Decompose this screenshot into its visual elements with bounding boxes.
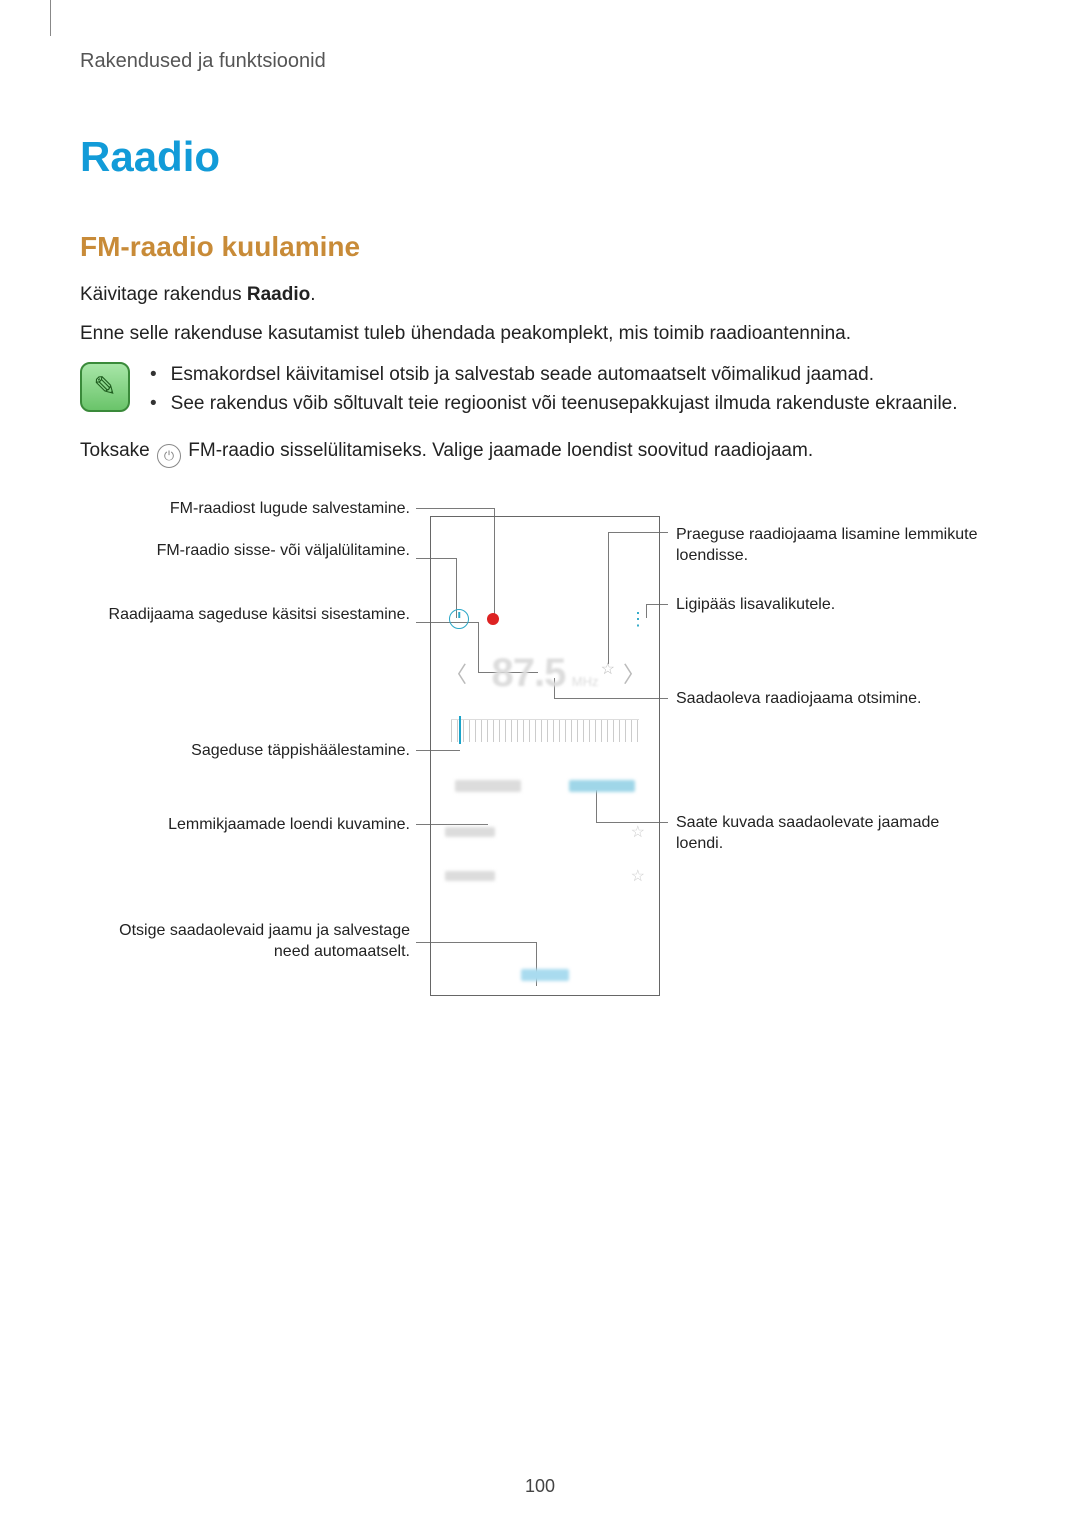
note-icon [80, 362, 130, 412]
power-icon: ⏻ [157, 444, 181, 468]
note-block: Esmakordsel käivitamisel otsib ja salves… [80, 360, 1000, 419]
power-instruction: Toksake ⏻ FM-raadio sisselülitamiseks. V… [80, 437, 1000, 468]
intro-bold: Raadio [247, 284, 310, 305]
power-text-b: FM-raadio sisselülitamiseks. Valige jaam… [188, 440, 813, 461]
callout-right-addfav: Praeguse raadiojaama lisamine lemmikute … [676, 524, 986, 567]
more-options-icon[interactable]: ⋮ [629, 609, 645, 630]
scan-button[interactable] [521, 969, 569, 981]
tab-favorites[interactable] [431, 769, 545, 803]
record-icon[interactable] [487, 613, 499, 625]
manual-page: Rakendused ja funktsioonid Raadio FM-raa… [0, 0, 1080, 1527]
power-text-a: Toksake [80, 440, 155, 461]
callout-right-more: Ligipääs lisavalikutele. [676, 594, 986, 616]
favorite-star-icon[interactable]: ☆ [601, 659, 615, 679]
page-number: 100 [525, 1476, 555, 1497]
subsection-title: FM-raadio kuulamine [80, 231, 1000, 263]
callout-left-manual: Raadijaama sageduse käsitsi sisestamine. [80, 604, 410, 626]
power-toggle-icon[interactable] [449, 609, 469, 629]
page-rule [50, 0, 51, 36]
station-list-item[interactable]: ☆ [445, 813, 645, 851]
radio-diagram: FM-raadiost lugude salvestamine. FM-raad… [80, 498, 1000, 1018]
intro-text: Käivitage rakendus [80, 284, 247, 305]
seek-prev-icon[interactable]: 〈 [445, 657, 467, 689]
station-tabs [431, 769, 659, 803]
callout-left-scan: Otsige saadaolevaid jaamu ja salvestage … [80, 920, 410, 963]
favorite-star-icon[interactable]: ☆ [631, 822, 645, 842]
app-topbar [431, 517, 659, 607]
favorite-star-icon[interactable]: ☆ [631, 866, 645, 886]
intro-line-2: Enne selle rakenduse kasutamist tuleb üh… [80, 320, 1000, 349]
note-item: Esmakordsel käivitamisel otsib ja salves… [150, 360, 958, 389]
callout-right-stationlist: Saate kuvada saadaolevate jaamade loendi… [676, 812, 986, 855]
intro-text-end: . [310, 284, 315, 305]
tuning-dial[interactable] [451, 719, 639, 742]
callout-right-seek: Saadaoleva raadiojaama otsimine. [676, 688, 986, 710]
callout-left-finetune: Sageduse täppishäälestamine. [80, 740, 410, 762]
frequency-unit: MHz [572, 674, 599, 689]
callout-left-favlist: Lemmikjaamade loendi kuvamine. [80, 814, 410, 836]
note-list: Esmakordsel käivitamisel otsib ja salves… [146, 360, 958, 419]
tab-stations[interactable] [545, 769, 659, 803]
breadcrumb: Rakendused ja funktsioonid [80, 50, 1000, 73]
station-freq-label [445, 827, 495, 837]
radio-app-screen: ⋮ 〈 87.5 MHz 〉 ☆ ☆ [430, 516, 660, 996]
frequency-row: 〈 87.5 MHz 〉 [431, 651, 659, 696]
callout-left-power: FM-raadio sisse- või väljalülitamine. [80, 540, 410, 562]
intro-line-1: Käivitage rakendus Raadio. [80, 281, 1000, 310]
station-list-item[interactable]: ☆ [445, 857, 645, 895]
tuning-needle [459, 716, 461, 744]
leader [416, 508, 494, 509]
note-item: See rakendus võib sõltuvalt teie regioon… [150, 389, 958, 418]
frequency-value: 87.5 [491, 651, 565, 695]
station-freq-label [445, 871, 495, 881]
page-title: Raadio [80, 133, 1000, 181]
callout-left-record: FM-raadiost lugude salvestamine. [80, 498, 410, 520]
seek-next-icon[interactable]: 〉 [623, 657, 645, 689]
